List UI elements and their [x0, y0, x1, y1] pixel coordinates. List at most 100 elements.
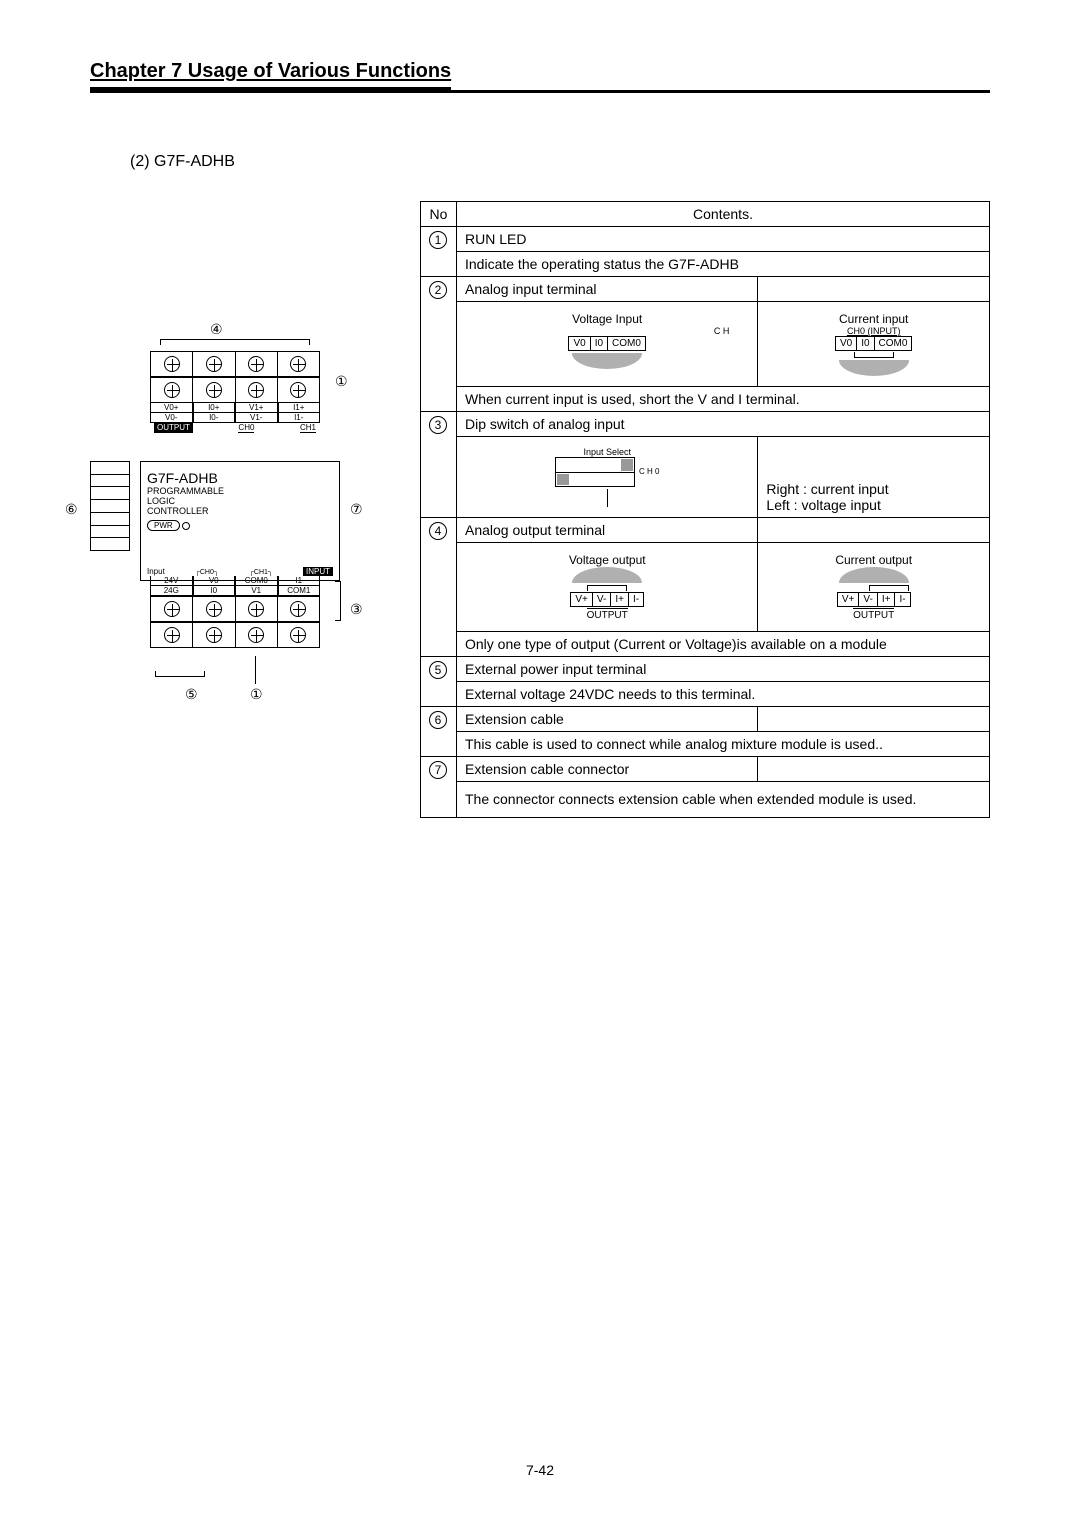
table-row: Voltage output V+V-I+I- OUTPUT Current o…	[421, 543, 990, 632]
contents-table: No Contents. 1 RUN LED Indicate the oper…	[420, 201, 990, 818]
table-row: Voltage Input C H V0I0COM0 Current input…	[421, 302, 990, 387]
module-diagram-column: ④ V0+I0+V1+I1+ V0-I0-V1-I1-	[90, 201, 390, 818]
table-row: Only one type of output (Current or Volt…	[421, 632, 990, 657]
dip-caption: Input Select	[583, 447, 631, 457]
current-output-label: Current output	[835, 553, 912, 567]
pwr-led: PWR	[147, 520, 180, 531]
row1-desc: Indicate the operating status the G7F-AD…	[457, 252, 990, 277]
table-row: The connector connects extension cable w…	[421, 782, 990, 818]
row6-num: 6	[429, 711, 447, 729]
callout-1-bottom: ①	[250, 686, 263, 703]
chapter-rule	[90, 90, 990, 93]
header-no: No	[421, 202, 457, 227]
table-row: Indicate the operating status the G7F-AD…	[421, 252, 990, 277]
chapter-header: Chapter 7 Usage of Various Functions	[90, 60, 451, 90]
row2-desc: When current input is used, short the V …	[457, 387, 990, 412]
dip-box	[555, 457, 635, 487]
top-terminal-row2	[150, 377, 320, 403]
table-row: This cable is used to connect while anal…	[421, 732, 990, 757]
brace-3	[335, 581, 341, 621]
bottom-label-block: 24VV0COM0I1 24GI0V1COM1	[150, 576, 320, 648]
row3-title: Dip switch of analog input	[457, 412, 990, 437]
row5-desc: External voltage 24VDC needs to this ter…	[457, 682, 990, 707]
input-badge: INPUT	[303, 567, 333, 576]
row5-title: External power input terminal	[457, 657, 990, 682]
dip-left-label: Left : voltage input	[766, 497, 981, 513]
module-sub2: LOGIC	[147, 496, 333, 506]
table-row: 7 Extension cable connector	[421, 757, 990, 782]
voltage-output-label: Voltage output	[569, 553, 646, 567]
top-terminal-block: V0+I0+V1+I1+ V0-I0-V1-I1- OUTPUT CH0 CH1	[150, 351, 320, 433]
row7-desc: The connector connects extension cable w…	[457, 782, 990, 818]
row4-desc: Only one type of output (Current or Volt…	[457, 632, 990, 657]
voltage-input-label: Voltage Input	[572, 312, 642, 326]
contents-table-column: No Contents. 1 RUN LED Indicate the oper…	[420, 201, 990, 818]
table-row: 1 RUN LED	[421, 227, 990, 252]
row4-title: Analog output terminal	[457, 518, 758, 543]
dip-right-label: Right : current input	[766, 481, 981, 497]
callout-4: ④	[210, 321, 223, 338]
row3-num: 3	[429, 416, 447, 434]
leader-1b	[255, 656, 256, 684]
top-ch-labels: OUTPUT CH0 CH1	[150, 423, 320, 433]
row4-voltage-cell: Voltage output V+V-I+I- OUTPUT	[457, 543, 758, 632]
bot-terminal-row1	[150, 596, 320, 622]
voltage-out-term-box: V+V-I+I-	[570, 592, 644, 607]
output-badge: OUTPUT	[154, 423, 193, 433]
bot-labels-r1: 24VV0COM0I1	[150, 576, 320, 586]
row2-current-cell: Current input CH0 (INPUT) V0I0COM0	[758, 302, 990, 387]
table-row: Input Select C H 0	[421, 437, 990, 518]
short-vo	[587, 585, 627, 591]
row2-title: Analog input terminal	[457, 277, 758, 302]
short-co	[869, 585, 909, 591]
callout-7: ⑦	[350, 501, 363, 518]
table-row: 4 Analog output terminal	[421, 518, 990, 543]
current-term-box: V0I0COM0	[835, 336, 912, 351]
brace-top	[160, 339, 310, 345]
section-title: (2) G7F-ADHB	[130, 153, 990, 171]
wire-blob-v	[572, 353, 642, 369]
module-sub3: CONTROLLER	[147, 506, 333, 516]
callout-1-top: ①	[335, 373, 348, 390]
row3-dip-cell: Input Select C H 0	[457, 437, 758, 518]
callout-3: ③	[350, 601, 363, 618]
dip-ch: C H 0	[639, 468, 659, 476]
page-number: 7-42	[0, 1462, 1080, 1478]
output-label-v: OUTPUT	[587, 608, 628, 621]
bot-labels-r2: 24GI0V1COM1	[150, 586, 320, 596]
row4-num: 4	[429, 522, 447, 540]
bot-terminal-row2	[150, 622, 320, 648]
table-row: External voltage 24VDC needs to this ter…	[421, 682, 990, 707]
callout-6: ⑥	[65, 501, 78, 518]
brace-5	[155, 671, 205, 677]
module-name: G7F-ADHB	[147, 470, 333, 486]
input-text: Input	[147, 567, 165, 576]
wire-blob-co	[839, 567, 909, 583]
row1-num: 1	[429, 231, 447, 249]
top-labels-r1: V0+I0+V1+I1+	[150, 403, 320, 413]
top-labels-r2: V0-I0-V1-I1-	[150, 413, 320, 423]
wire-blob-vo	[572, 567, 642, 583]
ext-connector	[90, 461, 130, 551]
table-row: 2 Analog input terminal	[421, 277, 990, 302]
row7-num: 7	[429, 761, 447, 779]
row2-voltage-cell: Voltage Input C H V0I0COM0	[457, 302, 758, 387]
row7-title: Extension cable connector	[457, 757, 758, 782]
header-contents: Contents.	[457, 202, 990, 227]
voltage-term-box: V0I0COM0	[568, 336, 645, 351]
current-input-label: Current input	[839, 312, 908, 326]
module-body: G7F-ADHB PROGRAMMABLE LOGIC CONTROLLER P…	[140, 461, 340, 581]
row6-desc: This cable is used to connect while anal…	[457, 732, 990, 757]
output-label-c: OUTPUT	[853, 608, 894, 621]
row5-num: 5	[429, 661, 447, 679]
table-row: 3 Dip switch of analog input	[421, 412, 990, 437]
row4-current-cell: Current output V+V-I+I- OUTPUT	[758, 543, 990, 632]
ch-tag-v: C H	[714, 326, 730, 336]
table-row: When current input is used, short the V …	[421, 387, 990, 412]
row3-legend-cell: Right : current input Left : voltage inp…	[758, 437, 990, 518]
ch0-input-label: CH0 (INPUT)	[847, 326, 901, 336]
table-row: 6 Extension cable	[421, 707, 990, 732]
short-vi	[854, 352, 894, 358]
top-terminal-row1	[150, 351, 320, 377]
module-diagram: ④ V0+I0+V1+I1+ V0-I0-V1-I1-	[90, 351, 370, 771]
